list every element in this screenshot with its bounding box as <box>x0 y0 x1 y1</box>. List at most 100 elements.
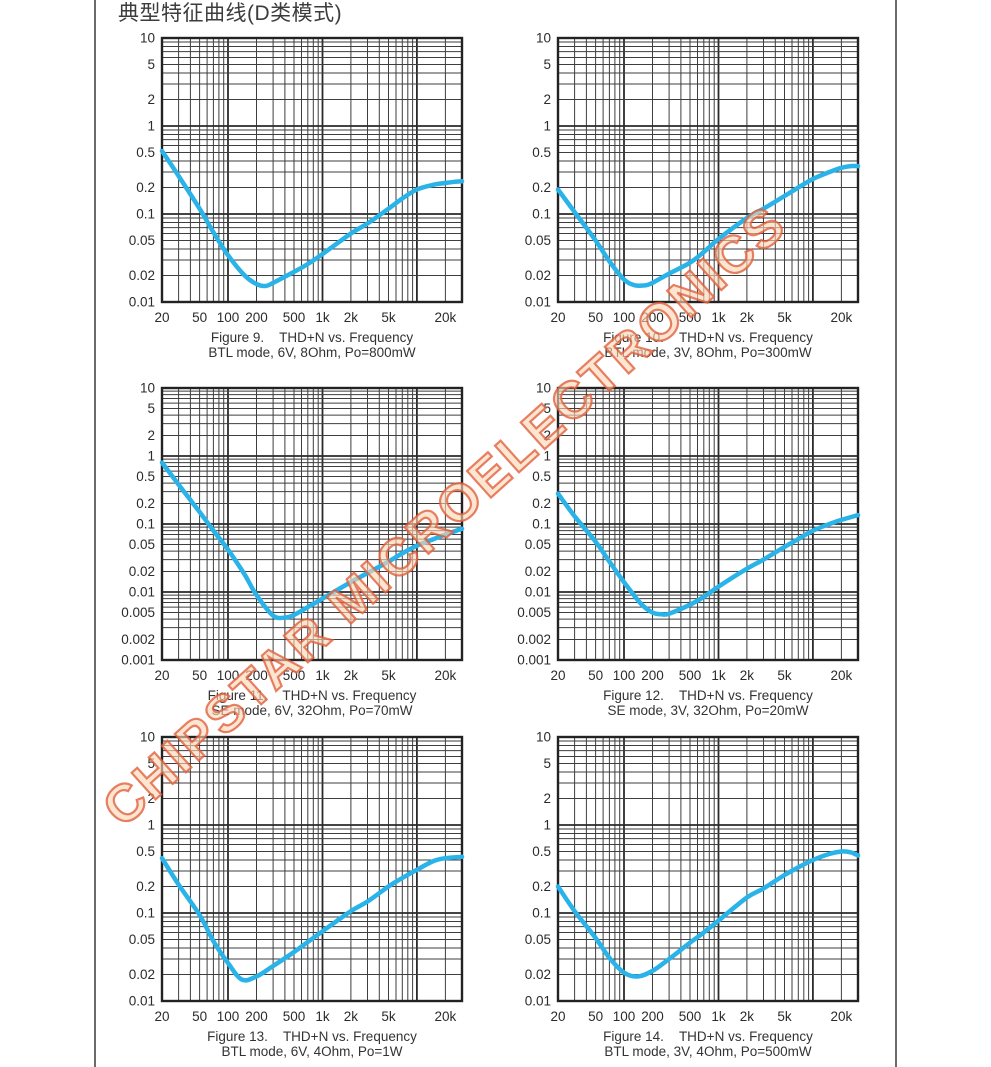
figure-label: Figure 13. <box>207 1029 268 1044</box>
svg-text:0.002: 0.002 <box>121 632 155 647</box>
chart-caption: Figure 14. THD+N vs. Frequency BTL mode, … <box>558 1029 858 1059</box>
page-title: 典型特征曲线(D类模式) <box>118 2 343 25</box>
svg-text:5k: 5k <box>777 310 792 325</box>
svg-text:0.02: 0.02 <box>129 564 155 579</box>
svg-text:500: 500 <box>679 310 702 325</box>
svg-text:20: 20 <box>154 668 169 683</box>
svg-text:0.1: 0.1 <box>532 517 551 532</box>
svg-text:500: 500 <box>679 1009 702 1024</box>
svg-text:10: 10 <box>140 381 155 396</box>
svg-text:0.2: 0.2 <box>136 496 155 511</box>
svg-text:100: 100 <box>613 1009 636 1024</box>
svg-text:1: 1 <box>147 449 155 464</box>
svg-text:0.02: 0.02 <box>525 564 551 579</box>
svg-text:1k: 1k <box>711 668 726 683</box>
svg-text:1k: 1k <box>315 310 330 325</box>
svg-text:100: 100 <box>217 310 240 325</box>
svg-text:50: 50 <box>192 310 207 325</box>
svg-text:0.002: 0.002 <box>517 632 551 647</box>
chart-conditions: BTL mode, 3V, 8Ohm, Po=300mW <box>604 345 812 360</box>
svg-text:5: 5 <box>147 57 155 72</box>
svg-text:10: 10 <box>140 730 155 745</box>
svg-text:1: 1 <box>543 449 551 464</box>
svg-text:0.001: 0.001 <box>121 653 155 668</box>
svg-text:0.5: 0.5 <box>136 469 155 484</box>
svg-text:5k: 5k <box>381 1009 396 1024</box>
svg-text:0.05: 0.05 <box>525 233 551 248</box>
svg-text:5k: 5k <box>381 310 396 325</box>
svg-text:5k: 5k <box>777 668 792 683</box>
svg-text:0.2: 0.2 <box>136 180 155 195</box>
svg-text:10: 10 <box>536 31 551 46</box>
svg-text:0.5: 0.5 <box>136 145 155 160</box>
svg-text:10: 10 <box>536 730 551 745</box>
svg-text:1k: 1k <box>711 310 726 325</box>
svg-text:0.2: 0.2 <box>532 496 551 511</box>
svg-text:0.01: 0.01 <box>129 994 155 1009</box>
svg-text:5: 5 <box>543 756 551 771</box>
svg-text:1: 1 <box>543 119 551 134</box>
chart-conditions: BTL mode, 6V, 4Ohm, Po=1W <box>221 1044 403 1059</box>
svg-text:20k: 20k <box>435 668 457 683</box>
chart-caption: Figure 10. THD+N vs. Frequency BTL mode, … <box>558 330 858 360</box>
chart-figure-13: 10 5 2 1 0.5 0.2 0.1 0.05 0.02 0.01 20 50 100 200 500 1… <box>108 729 488 1059</box>
svg-text:500: 500 <box>283 1009 306 1024</box>
svg-text:0.01: 0.01 <box>525 994 551 1009</box>
chart-figure-11: 10 5 2 1 0.5 0.2 0.1 0.05 0.02 0.01 0.005 0.002 0.00… <box>108 380 488 718</box>
svg-text:0.01: 0.01 <box>525 295 551 310</box>
svg-text:0.02: 0.02 <box>129 967 155 982</box>
chart-caption: Figure 11. THD+N vs. Frequency SE mode, 6… <box>162 688 462 718</box>
chart-title: THD+N vs. Frequency <box>279 330 414 345</box>
svg-text:200: 200 <box>245 1009 268 1024</box>
svg-text:20: 20 <box>154 1009 169 1024</box>
svg-text:0.01: 0.01 <box>129 295 155 310</box>
svg-text:0.01: 0.01 <box>129 585 155 600</box>
svg-text:5: 5 <box>147 401 155 416</box>
figure-label: Figure 11. <box>207 688 268 703</box>
svg-text:2: 2 <box>147 791 155 806</box>
chart-conditions: SE mode, 6V, 32Ohm, Po=70mW <box>211 703 413 718</box>
svg-text:500: 500 <box>283 310 306 325</box>
svg-text:0.1: 0.1 <box>532 207 551 222</box>
chart-title: THD+N vs. Frequency <box>282 688 417 703</box>
figure-label: Figure 9. <box>210 330 265 345</box>
svg-text:0.5: 0.5 <box>136 844 155 859</box>
svg-text:20: 20 <box>550 1009 565 1024</box>
svg-text:0.02: 0.02 <box>129 268 155 283</box>
chart-conditions: SE mode, 3V, 32Ohm, Po=20mW <box>607 703 809 718</box>
svg-text:0.5: 0.5 <box>532 844 551 859</box>
page-right-border <box>895 0 897 1067</box>
svg-text:20k: 20k <box>435 1009 457 1024</box>
svg-text:0.01: 0.01 <box>525 585 551 600</box>
svg-text:2: 2 <box>543 92 551 107</box>
svg-text:20: 20 <box>550 310 565 325</box>
svg-text:0.05: 0.05 <box>129 233 155 248</box>
svg-text:200: 200 <box>641 668 664 683</box>
svg-text:0.005: 0.005 <box>517 605 551 620</box>
svg-text:20k: 20k <box>435 310 457 325</box>
svg-text:2k: 2k <box>344 310 359 325</box>
svg-text:5k: 5k <box>381 668 396 683</box>
svg-text:20: 20 <box>154 310 169 325</box>
svg-text:0.02: 0.02 <box>525 967 551 982</box>
svg-text:0.5: 0.5 <box>532 145 551 160</box>
svg-text:1k: 1k <box>711 1009 726 1024</box>
svg-text:10: 10 <box>140 31 155 46</box>
svg-text:500: 500 <box>283 668 306 683</box>
thdn-vs-frequency-plot: 10 5 2 1 0.5 0.2 0.1 0.05 0.02 0.01 0.005 0.002 0.00… <box>121 381 465 683</box>
svg-text:0.02: 0.02 <box>525 268 551 283</box>
svg-text:100: 100 <box>613 310 636 325</box>
figure-label: Figure 10. <box>603 330 664 345</box>
svg-text:2: 2 <box>147 92 155 107</box>
svg-text:50: 50 <box>588 310 603 325</box>
svg-text:0.05: 0.05 <box>525 932 551 947</box>
svg-text:1k: 1k <box>315 1009 330 1024</box>
svg-text:2k: 2k <box>740 668 755 683</box>
svg-text:2k: 2k <box>344 1009 359 1024</box>
svg-text:5: 5 <box>147 756 155 771</box>
svg-text:0.05: 0.05 <box>129 932 155 947</box>
